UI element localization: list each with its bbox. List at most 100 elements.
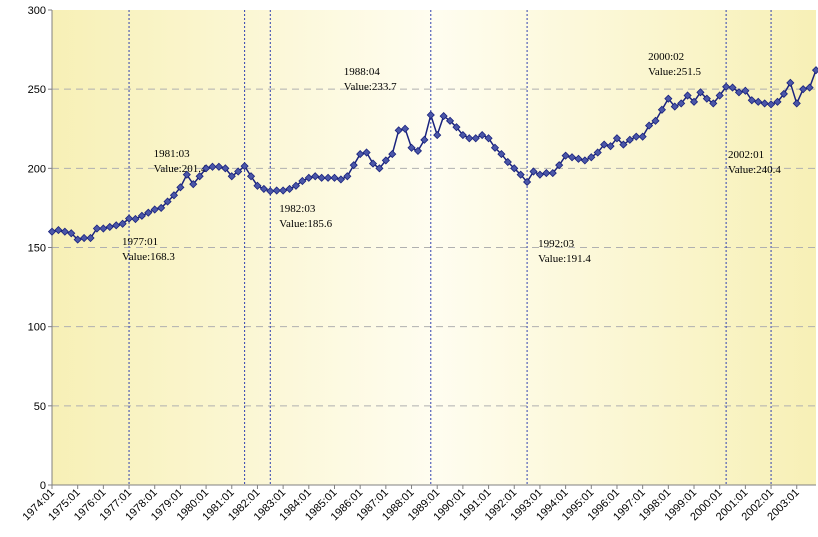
data-point	[465, 134, 474, 143]
data-point	[490, 143, 500, 152]
data-point	[118, 219, 127, 228]
annotation-label: 2002:01	[728, 149, 764, 161]
annotation-value: Value:233.7	[344, 81, 397, 93]
data-point	[715, 91, 724, 100]
data-point	[86, 233, 95, 243]
data-point	[285, 184, 294, 193]
data-point	[574, 154, 583, 163]
data-point	[112, 221, 121, 230]
data-point	[80, 233, 89, 243]
data-point	[548, 169, 557, 178]
y-tick-label: 0	[40, 480, 46, 492]
y-tick-label: 100	[28, 322, 46, 334]
annotation-value: Value:251.5	[648, 66, 701, 78]
data-point	[773, 97, 782, 106]
data-point	[362, 148, 371, 157]
data-point	[555, 161, 564, 170]
data-point	[246, 172, 256, 181]
data-point	[291, 181, 301, 190]
data-point	[561, 151, 570, 160]
data-point	[47, 227, 57, 236]
data-point	[811, 66, 818, 75]
data-point	[99, 224, 108, 233]
data-point	[375, 164, 384, 173]
data-point	[497, 150, 506, 159]
data-point	[279, 186, 288, 195]
y-tick-label: 50	[34, 401, 46, 413]
data-point	[304, 173, 313, 182]
data-point	[67, 229, 76, 238]
annotation-label: 1988:04	[344, 66, 381, 78]
data-point	[356, 150, 365, 159]
data-point	[696, 88, 705, 97]
data-point	[157, 203, 166, 212]
annotation-value: Value:168.3	[122, 251, 175, 263]
data-point	[587, 153, 596, 162]
data-point	[182, 170, 191, 179]
data-point	[144, 208, 153, 217]
data-point	[766, 100, 776, 109]
data-point	[426, 110, 435, 120]
data-point	[195, 172, 204, 181]
data-point	[54, 226, 63, 235]
data-point	[221, 164, 230, 173]
data-point	[214, 162, 223, 171]
data-point	[266, 187, 275, 196]
data-point	[593, 148, 602, 157]
data-point	[779, 89, 788, 98]
data-point	[600, 140, 609, 149]
data-point	[689, 97, 699, 106]
data-point	[401, 124, 410, 133]
data-point	[189, 180, 198, 189]
data-point	[330, 173, 339, 182]
y-tick-label: 300	[28, 5, 46, 17]
data-point	[670, 102, 679, 111]
data-point	[702, 94, 711, 103]
data-point	[503, 157, 512, 167]
data-point	[516, 170, 525, 179]
data-point	[253, 181, 262, 190]
data-point	[484, 134, 493, 143]
data-point	[163, 197, 172, 206]
data-point	[722, 82, 731, 91]
data-point	[413, 146, 423, 155]
data-point	[657, 105, 666, 114]
data-point	[439, 112, 448, 121]
data-point	[208, 162, 217, 171]
data-point	[150, 205, 159, 214]
data-point	[606, 142, 615, 151]
data-point	[202, 164, 211, 173]
data-point	[272, 186, 281, 195]
annotation-label: 2000:02	[648, 51, 684, 63]
data-point	[542, 169, 551, 178]
data-point	[420, 135, 429, 144]
data-point	[645, 121, 654, 130]
data-point	[169, 191, 179, 200]
data-point	[619, 140, 628, 149]
data-point	[754, 97, 763, 106]
data-point	[452, 123, 461, 132]
data-point	[612, 134, 622, 143]
data-point	[760, 99, 769, 108]
data-point	[677, 99, 686, 108]
data-point	[741, 86, 750, 95]
data-point	[799, 85, 808, 94]
annotation-label: 1981:03	[154, 148, 191, 160]
data-point	[131, 214, 140, 224]
data-point	[60, 227, 69, 236]
annotation-label: 1977:01	[122, 236, 158, 248]
data-point	[343, 172, 352, 181]
annotation-value: Value:191.4	[538, 253, 591, 265]
data-point	[786, 78, 795, 87]
data-point	[445, 116, 455, 125]
data-point	[137, 211, 146, 220]
data-point	[317, 173, 326, 182]
data-point	[92, 224, 102, 233]
annotation-value: Value:201.4	[154, 163, 207, 175]
data-point	[664, 94, 673, 103]
data-point	[73, 235, 82, 244]
data-point	[709, 99, 718, 108]
data-point	[349, 161, 358, 170]
data-point	[176, 183, 185, 192]
